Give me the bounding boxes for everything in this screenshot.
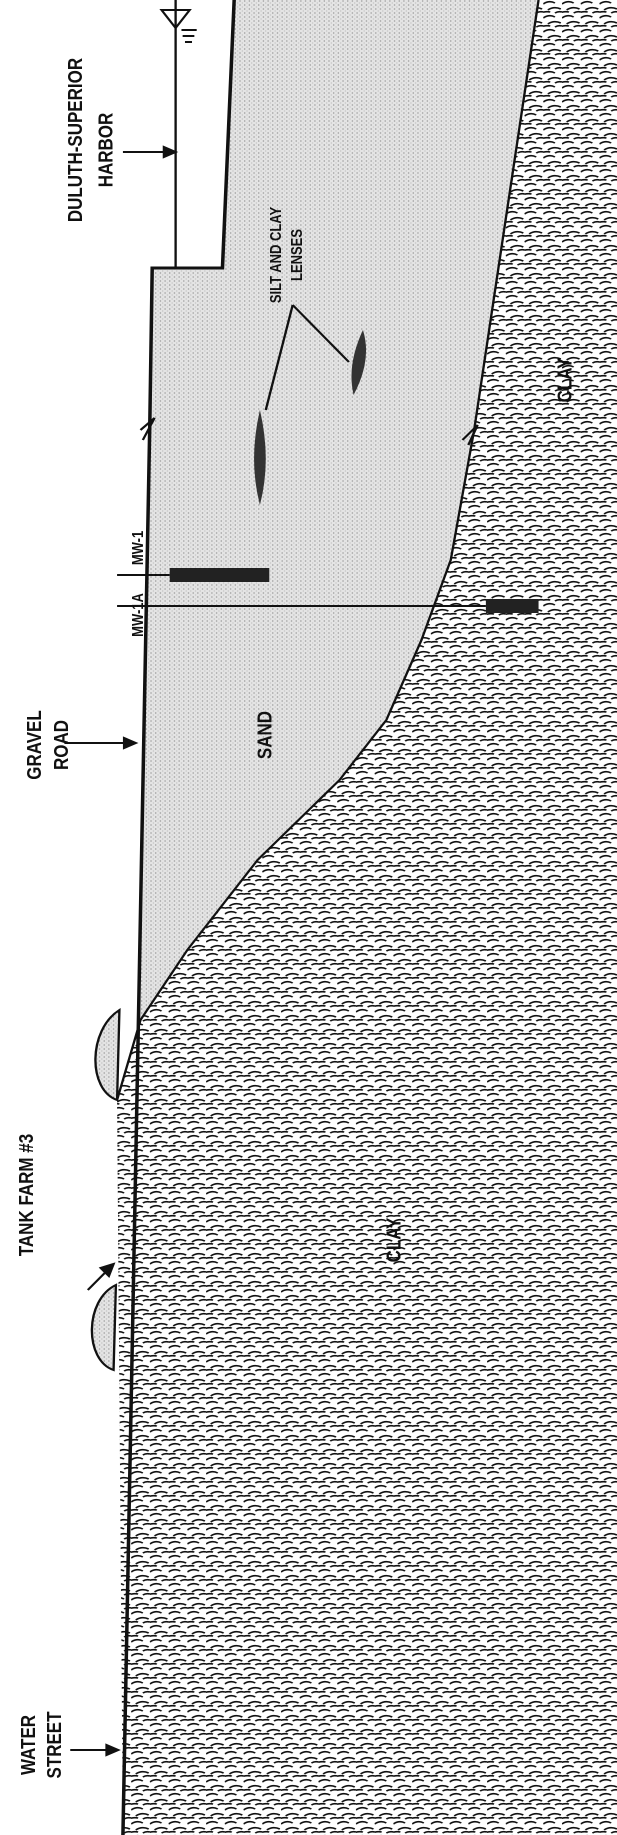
label: MW-1A <box>129 593 146 637</box>
label: SAND <box>253 711 276 759</box>
label: LENSES <box>288 229 305 281</box>
well-screen <box>169 568 270 582</box>
label: CLAY <box>553 357 576 402</box>
ground-surface <box>121 0 236 1835</box>
well-screen <box>485 599 539 613</box>
water-symbol <box>159 9 197 43</box>
clay-boundary <box>115 0 540 1101</box>
label: WATER <box>17 1715 40 1775</box>
label: GRAVEL <box>23 710 46 780</box>
break-marks <box>139 417 479 446</box>
lens <box>254 410 266 505</box>
arrows <box>64 145 179 1757</box>
label: HARBOR <box>94 113 117 188</box>
label: TANK FARM #3 <box>15 1134 38 1256</box>
label: STREET <box>43 1711 66 1779</box>
sand-layer <box>117 0 539 1835</box>
lens <box>351 330 367 395</box>
label: DULUTH-SUPERIOR <box>64 58 87 222</box>
label: ROAD <box>50 720 73 770</box>
leader <box>264 304 350 411</box>
tank-berm <box>90 1007 121 1372</box>
label: CLAY <box>382 1217 405 1262</box>
label: SILT AND CLAY <box>267 206 284 303</box>
clay-layer <box>117 0 617 1835</box>
label: MW-1 <box>129 531 146 565</box>
